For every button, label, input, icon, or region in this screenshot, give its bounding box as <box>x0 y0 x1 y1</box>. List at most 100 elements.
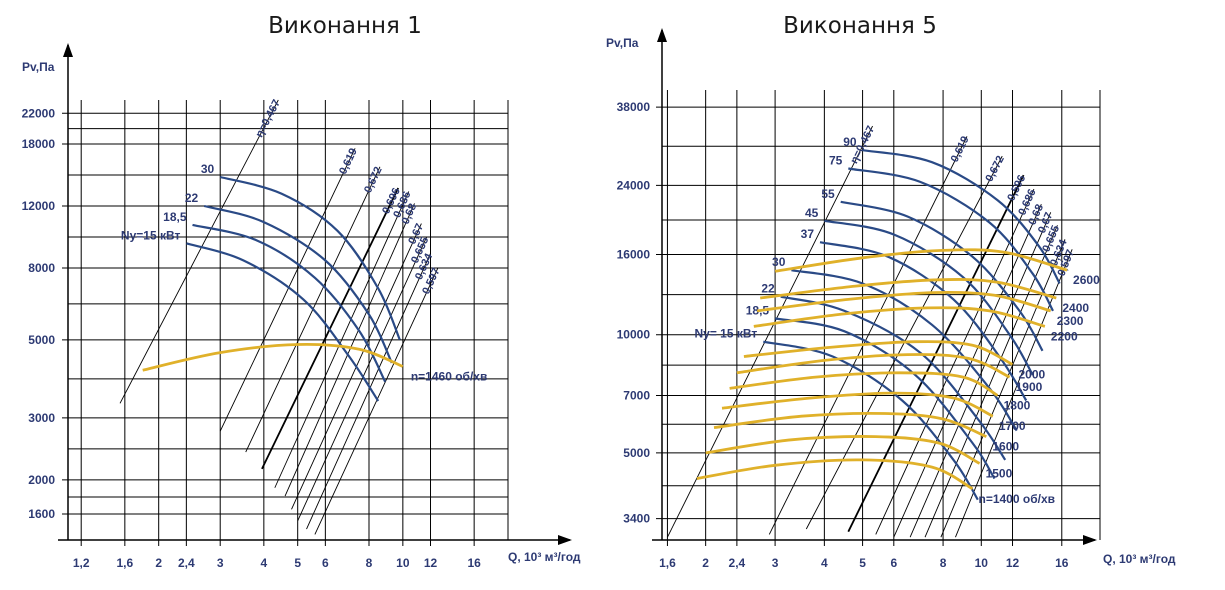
y-tick-label: 5000 <box>28 333 55 347</box>
grid <box>656 90 1101 546</box>
y-tick-label: 2000 <box>28 473 55 487</box>
speed-curve <box>705 435 981 465</box>
efficiency-line <box>297 236 428 522</box>
speed-curve-label: n=1460 об/хв <box>411 369 488 383</box>
y-tick-label: 3400 <box>623 512 650 526</box>
x-tick-label: 4 <box>261 556 268 570</box>
x-tick-label: 2,4 <box>178 556 195 570</box>
power-curves <box>186 175 401 402</box>
speed-curve-label: 1600 <box>992 440 1019 454</box>
power-curve-label: 22 <box>761 282 775 296</box>
x-tick-label: 1,6 <box>659 556 676 570</box>
efficiency-line <box>119 99 279 404</box>
y-tick-label: 16000 <box>617 248 651 262</box>
x-tick-label: 12 <box>424 556 438 570</box>
x-tick-label: 2 <box>702 556 709 570</box>
x-tick-label: 2,4 <box>729 556 746 570</box>
efficiency-label: 0,672 <box>983 154 1006 184</box>
speed-curve <box>756 290 1052 313</box>
y-tick-label: 5000 <box>623 446 650 460</box>
speed-curve <box>721 391 994 418</box>
y-tick-label: 8000 <box>28 261 55 275</box>
power-curve-label: 30 <box>201 162 215 176</box>
speed-curve-label: n=1400 об/хв <box>979 492 1056 506</box>
x-tick-label: 1,6 <box>116 556 133 570</box>
x-axis-arrow <box>558 535 572 545</box>
power-curve <box>192 223 387 383</box>
power-curve-label: 30 <box>772 255 786 269</box>
power-curve-label: 22 <box>185 191 199 205</box>
y-axis-label: Pv,Па <box>22 60 55 74</box>
speed-curve <box>696 458 974 491</box>
chart-vykonannia-5: Виконання 5 Pv,Па Q, 10³ м³/год 3400 5000… <box>606 13 1176 570</box>
grid <box>62 100 509 546</box>
chart-title: Виконання 5 <box>783 13 937 39</box>
y-tick-label: 18000 <box>22 137 56 151</box>
power-curve <box>819 241 1028 402</box>
speed-curve-label: 2400 <box>1062 301 1089 315</box>
x-axis-arrow <box>1083 535 1097 545</box>
power-curve <box>774 317 996 480</box>
speed-curve-label: 1900 <box>1016 380 1043 394</box>
y-tick-label: 1600 <box>28 507 55 521</box>
efficiency-lines: η=0,4670,6190,6720,6960,6860,680,670,655… <box>119 98 443 535</box>
efficiency-line <box>667 125 873 538</box>
power-curve-label: Ny=15 кВт <box>121 228 181 242</box>
efficiency-line <box>284 203 415 497</box>
efficiency-line <box>314 267 439 535</box>
efficiency-line <box>875 188 1035 535</box>
efficiency-line <box>940 239 1066 538</box>
efficiency-line <box>893 203 1042 538</box>
y-axis-label: Pv,Па <box>606 36 639 50</box>
x-tick-label: 8 <box>940 556 947 570</box>
speed-curves: n=1460 об/хв <box>142 342 488 383</box>
speed-curve <box>774 248 1068 273</box>
power-curve <box>219 175 401 341</box>
power-curve-label: 90 <box>843 135 857 149</box>
power-curve <box>824 219 1034 376</box>
speed-curve-label: 2300 <box>1057 314 1084 328</box>
x-tick-label: 10 <box>396 556 410 570</box>
x-tick-label: 5 <box>294 556 301 570</box>
speed-curve <box>753 306 1046 328</box>
power-curve-label: 75 <box>829 154 843 168</box>
efficiency-line <box>219 148 356 432</box>
y-tick-label: 12000 <box>22 199 56 213</box>
x-tick-label: 2 <box>155 556 162 570</box>
speed-curve-label: 1700 <box>999 419 1026 433</box>
speed-curve <box>729 371 999 397</box>
power-curve <box>862 149 1061 285</box>
efficiency-label: 0,672 <box>362 165 385 195</box>
power-curve-label: Ny= 15 кВт <box>695 327 758 341</box>
y-tick-label: 24000 <box>617 178 651 192</box>
x-tick-label: 1,2 <box>73 556 90 570</box>
power-curve <box>791 269 1018 432</box>
y-tick-label: 22000 <box>22 106 56 120</box>
x-tick-label: 16 <box>1055 556 1069 570</box>
chart-vykonannia-1: Виконання 1 Pv,Па Q, 10³ м³/год 1600 2000… <box>22 13 581 570</box>
power-curve-label: 37 <box>801 227 815 241</box>
x-axis-label: Q, 10³ м³/год <box>1103 552 1176 566</box>
efficiency-label: 0,619 <box>337 146 360 176</box>
x-tick-label: 4 <box>821 556 828 570</box>
efficiency-line <box>768 136 968 535</box>
chart-title: Виконання 1 <box>268 13 422 39</box>
x-tick-label: 10 <box>975 556 989 570</box>
power-curve-label: 45 <box>805 206 819 220</box>
speed-curve <box>743 340 1014 366</box>
power-curve-label: 18,5 <box>163 210 187 224</box>
x-tick-label: 8 <box>366 556 373 570</box>
efficiency-label: 0,619 <box>949 134 972 164</box>
power-curve <box>203 204 393 364</box>
x-tick-label: 16 <box>467 556 481 570</box>
x-tick-label: 12 <box>1006 556 1020 570</box>
y-tick-label: 10000 <box>617 328 651 342</box>
speed-curve <box>760 278 1057 300</box>
power-curve-label: 55 <box>821 187 835 201</box>
speed-curve-label: 2200 <box>1051 329 1078 343</box>
speed-curve <box>736 353 1011 379</box>
x-tick-label: 5 <box>859 556 866 570</box>
x-tick-label: 6 <box>322 556 329 570</box>
